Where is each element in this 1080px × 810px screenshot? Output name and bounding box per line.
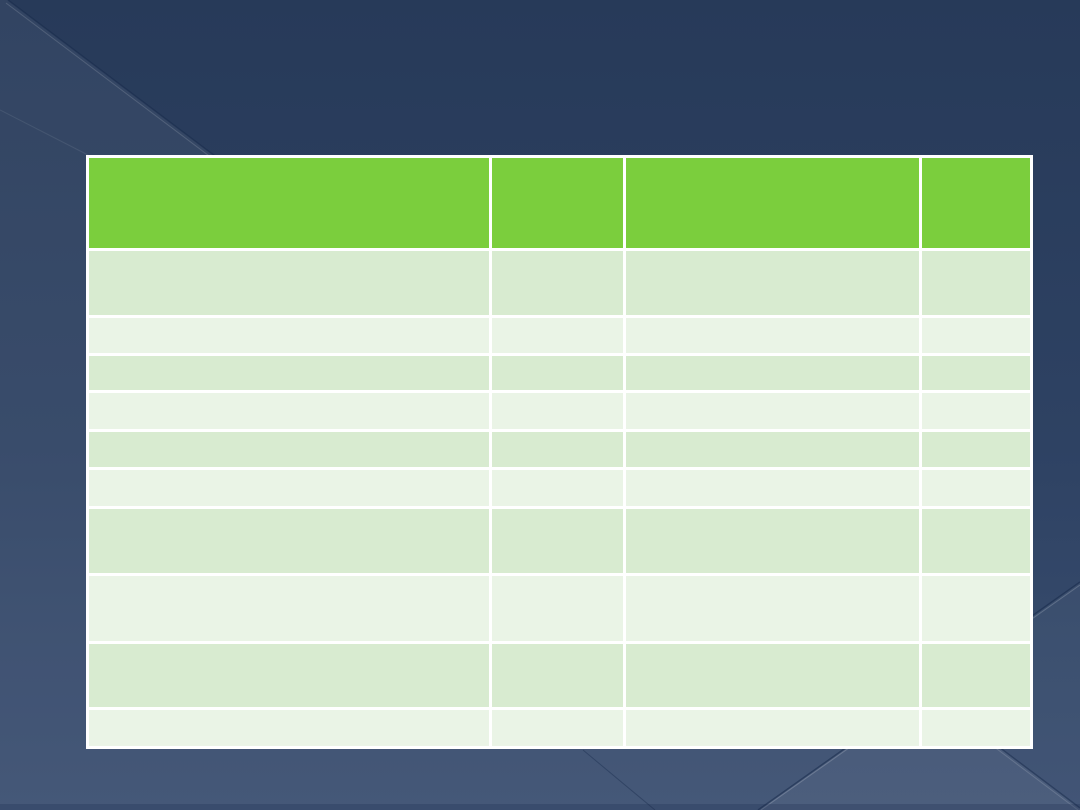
table-cell xyxy=(489,352,627,393)
facet-line-top-left xyxy=(0,109,91,157)
table-row xyxy=(85,428,1034,471)
table-cell xyxy=(623,389,922,432)
table-cell xyxy=(489,428,627,471)
facet-line-bottom-center xyxy=(582,749,656,810)
table-cell xyxy=(623,640,922,710)
table-row xyxy=(85,389,1034,432)
table-cell xyxy=(918,248,1034,318)
table-cell xyxy=(623,248,922,318)
table-cell xyxy=(85,352,493,393)
table-cell xyxy=(623,506,922,577)
table-cell xyxy=(918,314,1034,356)
table-cell xyxy=(918,706,1034,750)
header-cell xyxy=(918,154,1034,252)
table-row xyxy=(85,506,1034,577)
table-cell xyxy=(85,314,493,356)
table-cell xyxy=(489,389,627,432)
content-table xyxy=(85,154,1034,750)
table-cell xyxy=(918,573,1034,644)
table-cell xyxy=(623,706,922,750)
bottom-edge-strip xyxy=(0,804,1080,810)
table-row xyxy=(85,640,1034,710)
table-cell xyxy=(85,467,493,510)
table-cell xyxy=(489,248,627,318)
table-cell xyxy=(918,389,1034,432)
table-row xyxy=(85,467,1034,510)
table-cell xyxy=(623,467,922,510)
table-row xyxy=(85,706,1034,750)
table-cell xyxy=(918,640,1034,710)
table-cell xyxy=(623,428,922,471)
table-cell xyxy=(918,467,1034,510)
table-cell xyxy=(918,506,1034,577)
table-cell xyxy=(85,248,493,318)
table-row xyxy=(85,573,1034,644)
table-cell xyxy=(489,706,627,750)
table-cell xyxy=(85,506,493,577)
header-cell xyxy=(85,154,493,252)
table-cell xyxy=(489,467,627,510)
table-cell xyxy=(85,389,493,432)
table-cell xyxy=(489,640,627,710)
table-cell xyxy=(489,573,627,644)
table-cell xyxy=(623,352,922,393)
slide-table xyxy=(85,154,1034,750)
table-row xyxy=(85,352,1034,393)
header-cell xyxy=(623,154,922,252)
table-cell xyxy=(918,428,1034,471)
table-cell xyxy=(85,573,493,644)
table-cell xyxy=(623,573,922,644)
table-cell xyxy=(85,640,493,710)
table-row xyxy=(85,248,1034,318)
table-cell xyxy=(623,314,922,356)
table-cell xyxy=(85,428,493,471)
table-cell xyxy=(918,352,1034,393)
table-cell xyxy=(85,706,493,750)
table-cell xyxy=(489,506,627,577)
header-cell xyxy=(489,154,627,252)
table-row xyxy=(85,314,1034,356)
table-header-row xyxy=(85,154,1034,252)
table-cell xyxy=(489,314,627,356)
